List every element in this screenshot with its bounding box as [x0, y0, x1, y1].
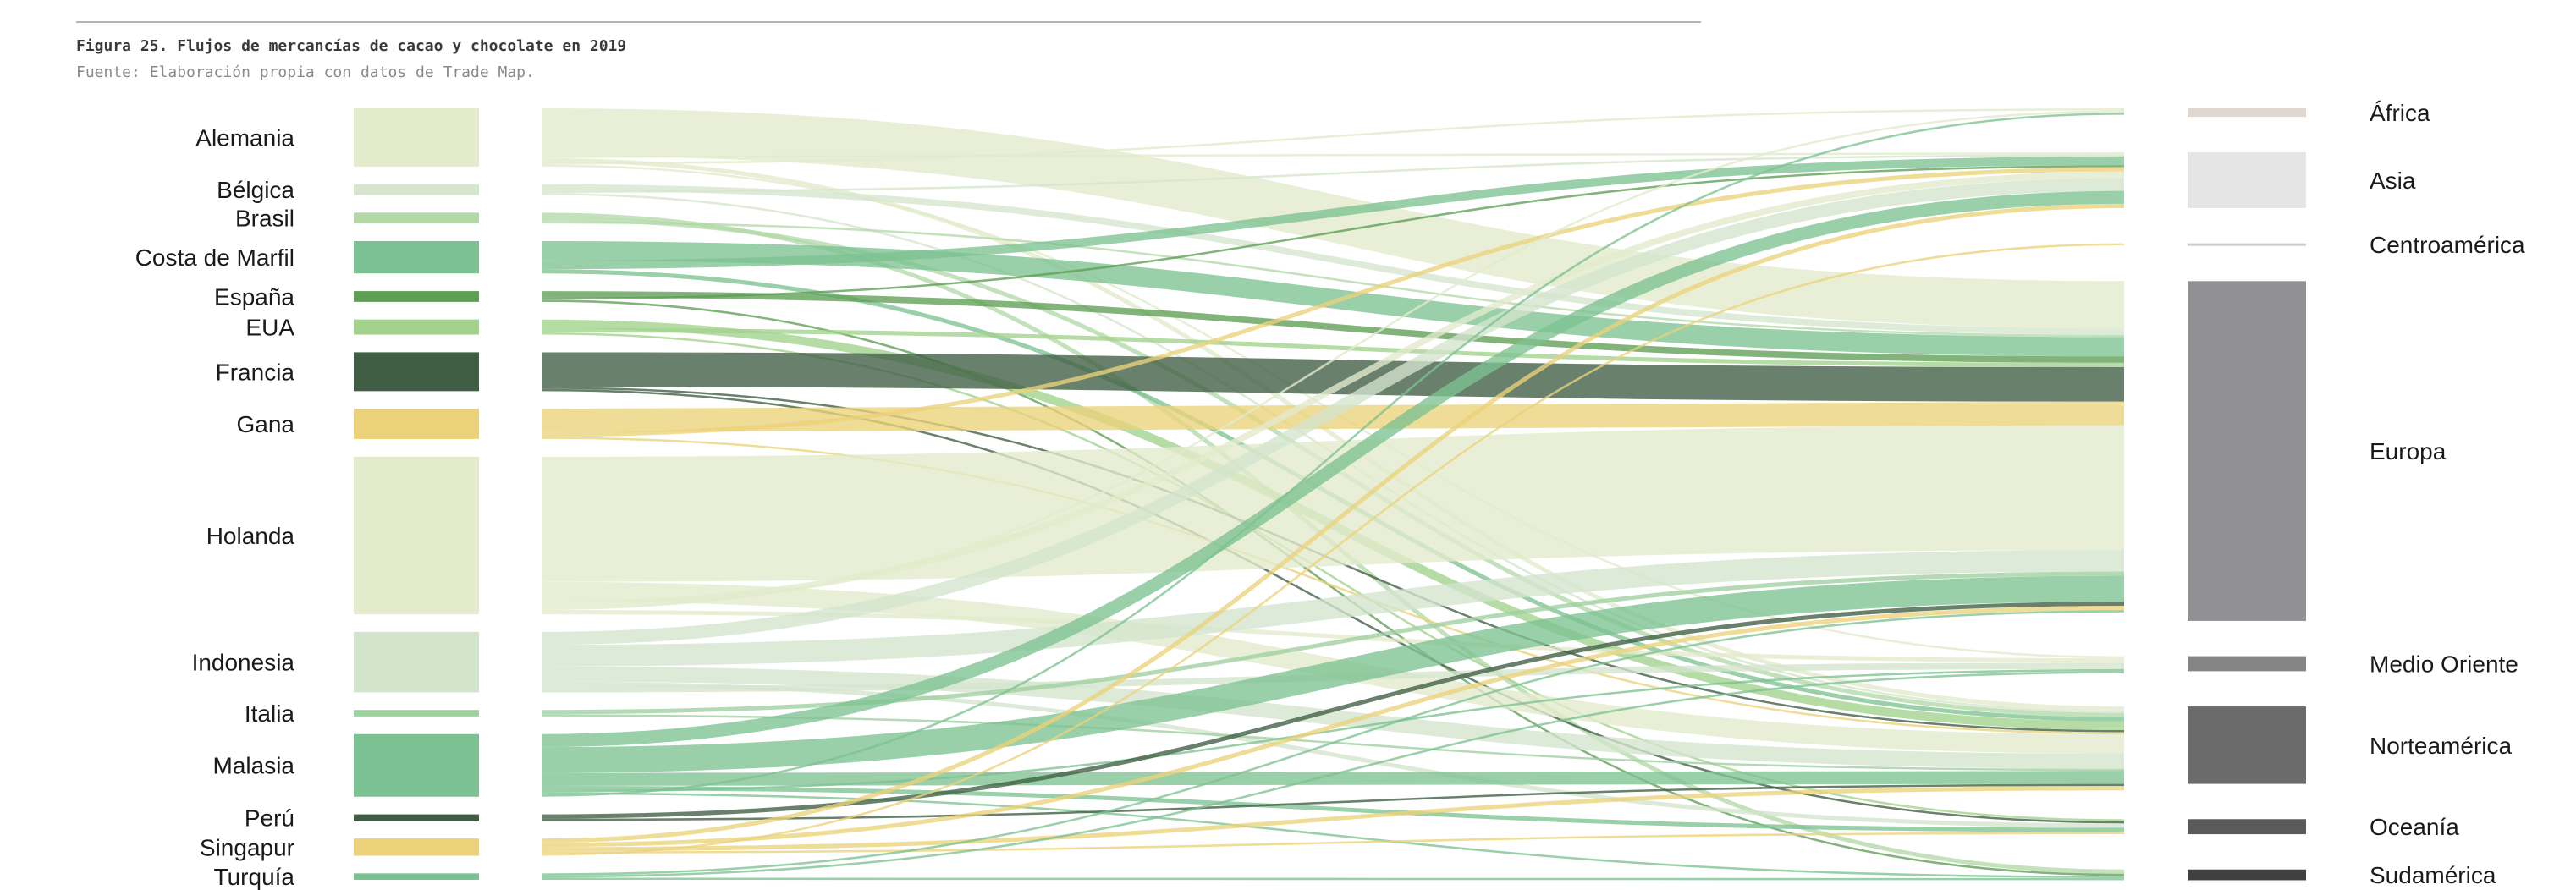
flow-alemania-to-africa	[541, 107, 2125, 165]
source-node-italia	[354, 710, 479, 717]
figure-source: Fuente: Elaboración propia con datos de …	[76, 63, 535, 81]
flow-holanda-to-africa	[541, 110, 2125, 610]
source-label-belgica: Bélgica	[217, 177, 294, 203]
source-node-singapur	[354, 838, 479, 856]
target-node-oceania	[2188, 819, 2306, 835]
source-node-costa-de-marfil	[354, 240, 479, 274]
flow-holanda-to-europa	[541, 425, 2125, 582]
flow-eua-to-europa	[541, 327, 2125, 367]
source-node-gana	[354, 409, 479, 439]
flow-singapur-to-oceania	[541, 832, 2125, 854]
source-node-turquia	[354, 873, 479, 880]
source-label-peru: Perú	[245, 805, 294, 831]
target-node-centroamerica	[2188, 243, 2306, 246]
flow-indonesia-to-oceania	[541, 681, 2125, 828]
target-node-norteamerica	[2188, 706, 2306, 784]
flow-turquia-to-medio-oriente	[541, 671, 2125, 878]
source-node-malasia	[354, 733, 479, 797]
source-node-belgica	[354, 184, 479, 195]
source-node-francia	[354, 352, 479, 392]
flow-singapur-to-asia	[541, 203, 2125, 843]
flow-indonesia-to-europa	[541, 550, 2125, 667]
source-label-francia: Francia	[216, 359, 295, 385]
flow-brasil-to-europa	[541, 221, 2125, 338]
top-rule	[76, 21, 1701, 23]
flow-malasia-to-oceania	[541, 785, 2125, 832]
source-label-indonesia: Indonesia	[192, 650, 295, 676]
target-node-medio-oriente	[2188, 656, 2306, 672]
target-node-group	[2188, 108, 2306, 881]
flow-malasia-to-asia	[541, 190, 2125, 748]
target-label-oceania: Oceanía	[2370, 814, 2459, 840]
flow-turquia-to-europa	[541, 610, 2125, 876]
source-node-alemania	[354, 108, 479, 167]
source-node-espana	[354, 291, 479, 302]
flow-malasia-to-europa	[541, 575, 2125, 773]
target-node-europa	[2188, 281, 2306, 621]
source-label-eua: EUA	[245, 315, 294, 341]
flow-singapur-to-centroamerica	[541, 243, 2125, 856]
flow-espana-to-asia	[541, 165, 2125, 300]
flow-malasia-to-norteamerica	[541, 771, 2125, 786]
flow-singapur-to-europa	[541, 606, 2125, 848]
target-label-africa: África	[2370, 100, 2430, 126]
flow-peru-to-europa	[541, 602, 2125, 819]
flow-group	[541, 107, 2125, 881]
figure-title: Figura 25. Flujos de mercancías de cacao…	[76, 37, 627, 55]
flow-malasia-to-medio-oriente	[541, 668, 2125, 793]
source-node-group	[354, 108, 479, 880]
source-label-singapur: Singapur	[200, 834, 294, 860]
flow-espana-to-sudamerica	[541, 299, 2125, 876]
source-label-italia: Italia	[245, 700, 295, 727]
source-label-holanda: Holanda	[206, 523, 295, 549]
source-node-eua	[354, 319, 479, 335]
label-group: Alemania Bélgica Brasil Costa de Marfil Espa…	[135, 100, 2525, 890]
source-label-brasil: Brasil	[235, 206, 294, 232]
flow-costa-de-marfil-to-asia	[541, 156, 2125, 270]
flow-malasia-to-africa	[541, 113, 2125, 797]
source-label-turquia: Turquía	[214, 864, 295, 890]
target-label-norteamerica: Norteamérica	[2370, 733, 2512, 759]
target-label-sudamerica: Sudamérica	[2370, 862, 2496, 888]
flow-alemania-to-asia	[541, 151, 2125, 158]
flow-belgica-to-asia	[541, 154, 2125, 193]
source-node-indonesia	[354, 631, 479, 693]
flow-malasia-to-sudamerica	[541, 792, 2125, 878]
source-label-gana: Gana	[237, 411, 295, 437]
target-label-europa: Europa	[2370, 438, 2447, 464]
source-label-costa-de-marfil: Costa de Marfil	[135, 244, 294, 271]
source-node-peru	[354, 814, 479, 821]
source-node-brasil	[354, 212, 479, 224]
source-node-holanda	[354, 456, 479, 615]
flow-singapur-to-norteamerica	[541, 786, 2125, 852]
source-label-espana: España	[214, 283, 294, 310]
target-node-sudamerica	[2188, 869, 2306, 881]
source-label-alemania: Alemania	[195, 124, 294, 151]
target-node-africa	[2188, 108, 2306, 118]
target-label-centroamerica: Centroamérica	[2370, 232, 2525, 258]
flow-belgica-to-europa	[541, 184, 2125, 335]
flow-francia-to-europa	[541, 352, 2125, 402]
flow-indonesia-to-norteamerica	[541, 666, 2125, 769]
target-label-asia: Asia	[2370, 168, 2416, 194]
flow-gana-to-asia	[541, 167, 2125, 437]
flow-espana-to-europa	[541, 291, 2125, 363]
target-node-asia	[2188, 151, 2306, 208]
target-label-medio-oriente: Medio Oriente	[2370, 651, 2518, 677]
flow-alemania-to-europa	[541, 108, 2125, 329]
flow-indonesia-to-asia	[541, 178, 2125, 646]
source-label-malasia: Malasia	[213, 753, 295, 779]
